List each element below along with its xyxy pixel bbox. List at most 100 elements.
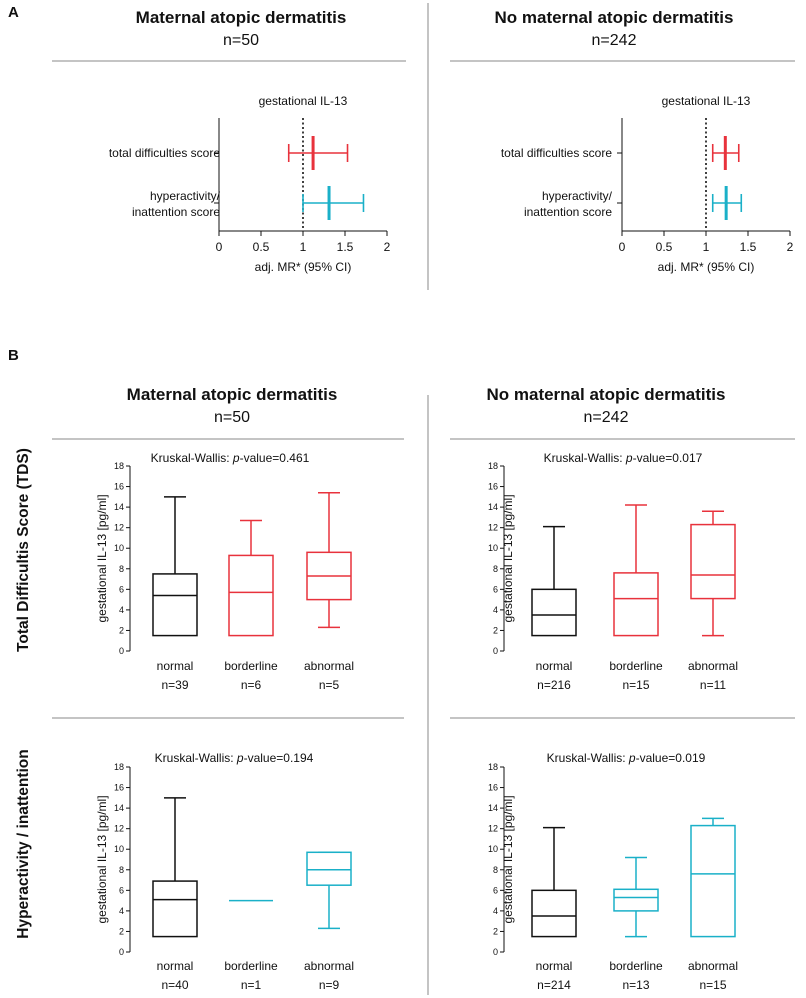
forest-x-tick-label: 1.5 [740, 240, 757, 254]
box-n-label: n=13 [622, 978, 649, 992]
box-n-label: n=15 [699, 978, 726, 992]
box-y-label: gestational IL-13 [pg/ml] [95, 494, 109, 622]
box-y-tick-label: 8 [119, 865, 124, 875]
box-y-tick-label: 8 [119, 564, 124, 574]
box-y-tick-label: 18 [114, 762, 124, 772]
forest-x-label: adj. MR* (95% CI) [658, 260, 755, 274]
box-n-label: n=9 [319, 978, 340, 992]
box-y-tick-label: 4 [119, 906, 124, 916]
boxplot-hyper-maternal: Kruskal-Wallis: p-value=0.194 0 2 4 6 8 10 12 14… [95, 751, 354, 992]
forest-x-label: adj. MR* (95% CI) [255, 260, 352, 274]
group-n-left-a: n=50 [223, 32, 259, 49]
boxplot-tds-maternal: Kruskal-Wallis: p-value=0.461 0 2 4 6 8 10 12 14… [95, 451, 354, 692]
box-y-tick-label: 14 [488, 803, 498, 813]
kw-prefix: Kruskal-Wallis: [544, 451, 626, 465]
forest-title: gestational IL-13 [662, 94, 751, 108]
box-y-tick-label: 16 [114, 783, 124, 793]
box-category-label: borderline [224, 959, 278, 973]
forest-x-tick-label: 1 [703, 240, 710, 254]
kruskal-wallis-title: Kruskal-Wallis: p-value=0.194 [155, 751, 314, 765]
box-y-tick-label: 14 [114, 803, 124, 813]
box-y-tick-label: 0 [493, 947, 498, 957]
kw-p: p [625, 451, 633, 465]
box-y-tick-label: 10 [114, 844, 124, 854]
forest-x-tick-label: 1.5 [337, 240, 354, 254]
forest-x-tick-label: 0.5 [656, 240, 673, 254]
panel-a-letter: A [8, 4, 19, 21]
box-iqr [613, 572, 659, 637]
box-y-tick-label: 2 [493, 926, 498, 936]
forest-row-label: inattention score [132, 205, 220, 219]
forest-plot-maternal: gestational IL-13 0 0.5 1 1.5 2 adj. MR* (95% … [109, 94, 391, 274]
kruskal-wallis-title: Kruskal-Wallis: p-value=0.461 [151, 451, 310, 465]
box-iqr [531, 588, 577, 637]
box-y-label: gestational IL-13 [pg/ml] [501, 494, 515, 622]
forest-title: gestational IL-13 [259, 94, 348, 108]
kw-suffix: -value=0.017 [633, 451, 703, 465]
forest-x-tick-label: 2 [384, 240, 391, 254]
kw-suffix: -value=0.461 [240, 451, 310, 465]
group-n-left-b: n=50 [214, 409, 250, 426]
box-category-label: normal [536, 659, 573, 673]
box-n-label: n=6 [241, 678, 262, 692]
box-category-label: normal [536, 959, 573, 973]
box-n-label: n=214 [537, 978, 571, 992]
box-y-tick-label: 12 [488, 824, 498, 834]
box-y-tick-label: 8 [493, 865, 498, 875]
box-n-label: n=1 [241, 978, 262, 992]
box-y-tick-label: 6 [119, 584, 124, 594]
box-y-tick-label: 18 [488, 762, 498, 772]
box-y-tick-label: 10 [114, 543, 124, 553]
group-n-right-b: n=242 [584, 409, 629, 426]
kw-p: p [236, 751, 244, 765]
box-y-tick-label: 16 [488, 783, 498, 793]
box-category-label: normal [157, 659, 194, 673]
forest-row-label: hyperactivity/ [150, 189, 221, 203]
forest-x-tick-label: 0 [216, 240, 223, 254]
kruskal-wallis-title: Kruskal-Wallis: p-value=0.017 [544, 451, 703, 465]
box-y-label: gestational IL-13 [pg/ml] [95, 795, 109, 923]
box-y-tick-label: 0 [493, 646, 498, 656]
box-y-tick-label: 12 [488, 523, 498, 533]
kw-prefix: Kruskal-Wallis: [151, 451, 233, 465]
box-iqr [228, 554, 274, 637]
box-n-label: n=39 [161, 678, 188, 692]
kw-p: p [628, 751, 636, 765]
forest-row-label: hyperactivity/ [542, 189, 613, 203]
box-iqr [690, 523, 736, 600]
box-y-tick-label: 2 [493, 625, 498, 635]
box-iqr [152, 573, 198, 637]
box-y-tick-label: 2 [119, 625, 124, 635]
kw-prefix: Kruskal-Wallis: [155, 751, 237, 765]
forest-x-tick-label: 0.5 [253, 240, 270, 254]
forest-row-label: total difficulties score [501, 146, 612, 160]
box-iqr [531, 889, 577, 938]
box-n-label: n=15 [622, 678, 649, 692]
box-y-tick-label: 6 [119, 885, 124, 895]
box-y-tick-label: 4 [493, 906, 498, 916]
box-category-label: abnormal [304, 959, 354, 973]
box-y-tick-label: 4 [493, 605, 498, 615]
group-title-right-a: No maternal atopic dermatitis [494, 8, 733, 27]
forest-plot-no-maternal: gestational IL-13 0 0.5 1 1.5 2 adj. MR* (95% … [501, 94, 794, 274]
box-y-tick-label: 0 [119, 646, 124, 656]
box-y-tick-label: 18 [114, 461, 124, 471]
group-title-right-b: No maternal atopic dermatitis [486, 385, 725, 404]
box-y-tick-label: 14 [114, 502, 124, 512]
box-y-tick-label: 4 [119, 605, 124, 615]
kw-p: p [232, 451, 240, 465]
box-y-tick-label: 10 [488, 543, 498, 553]
box-n-label: n=5 [319, 678, 340, 692]
box-n-label: n=40 [161, 978, 188, 992]
box-y-tick-label: 8 [493, 564, 498, 574]
forest-x-tick-label: 0 [619, 240, 626, 254]
kw-prefix: Kruskal-Wallis: [547, 751, 629, 765]
box-y-tick-label: 2 [119, 926, 124, 936]
box-category-label: borderline [224, 659, 278, 673]
box-y-tick-label: 6 [493, 885, 498, 895]
box-category-label: borderline [609, 659, 663, 673]
forest-x-tick-label: 1 [300, 240, 307, 254]
box-category-label: abnormal [304, 659, 354, 673]
group-n-right-a: n=242 [592, 32, 637, 49]
box-iqr [613, 888, 659, 912]
